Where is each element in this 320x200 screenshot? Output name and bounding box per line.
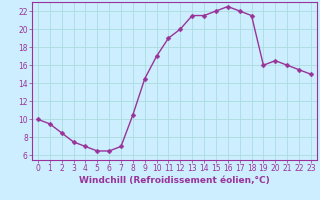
X-axis label: Windchill (Refroidissement éolien,°C): Windchill (Refroidissement éolien,°C) [79, 176, 270, 185]
